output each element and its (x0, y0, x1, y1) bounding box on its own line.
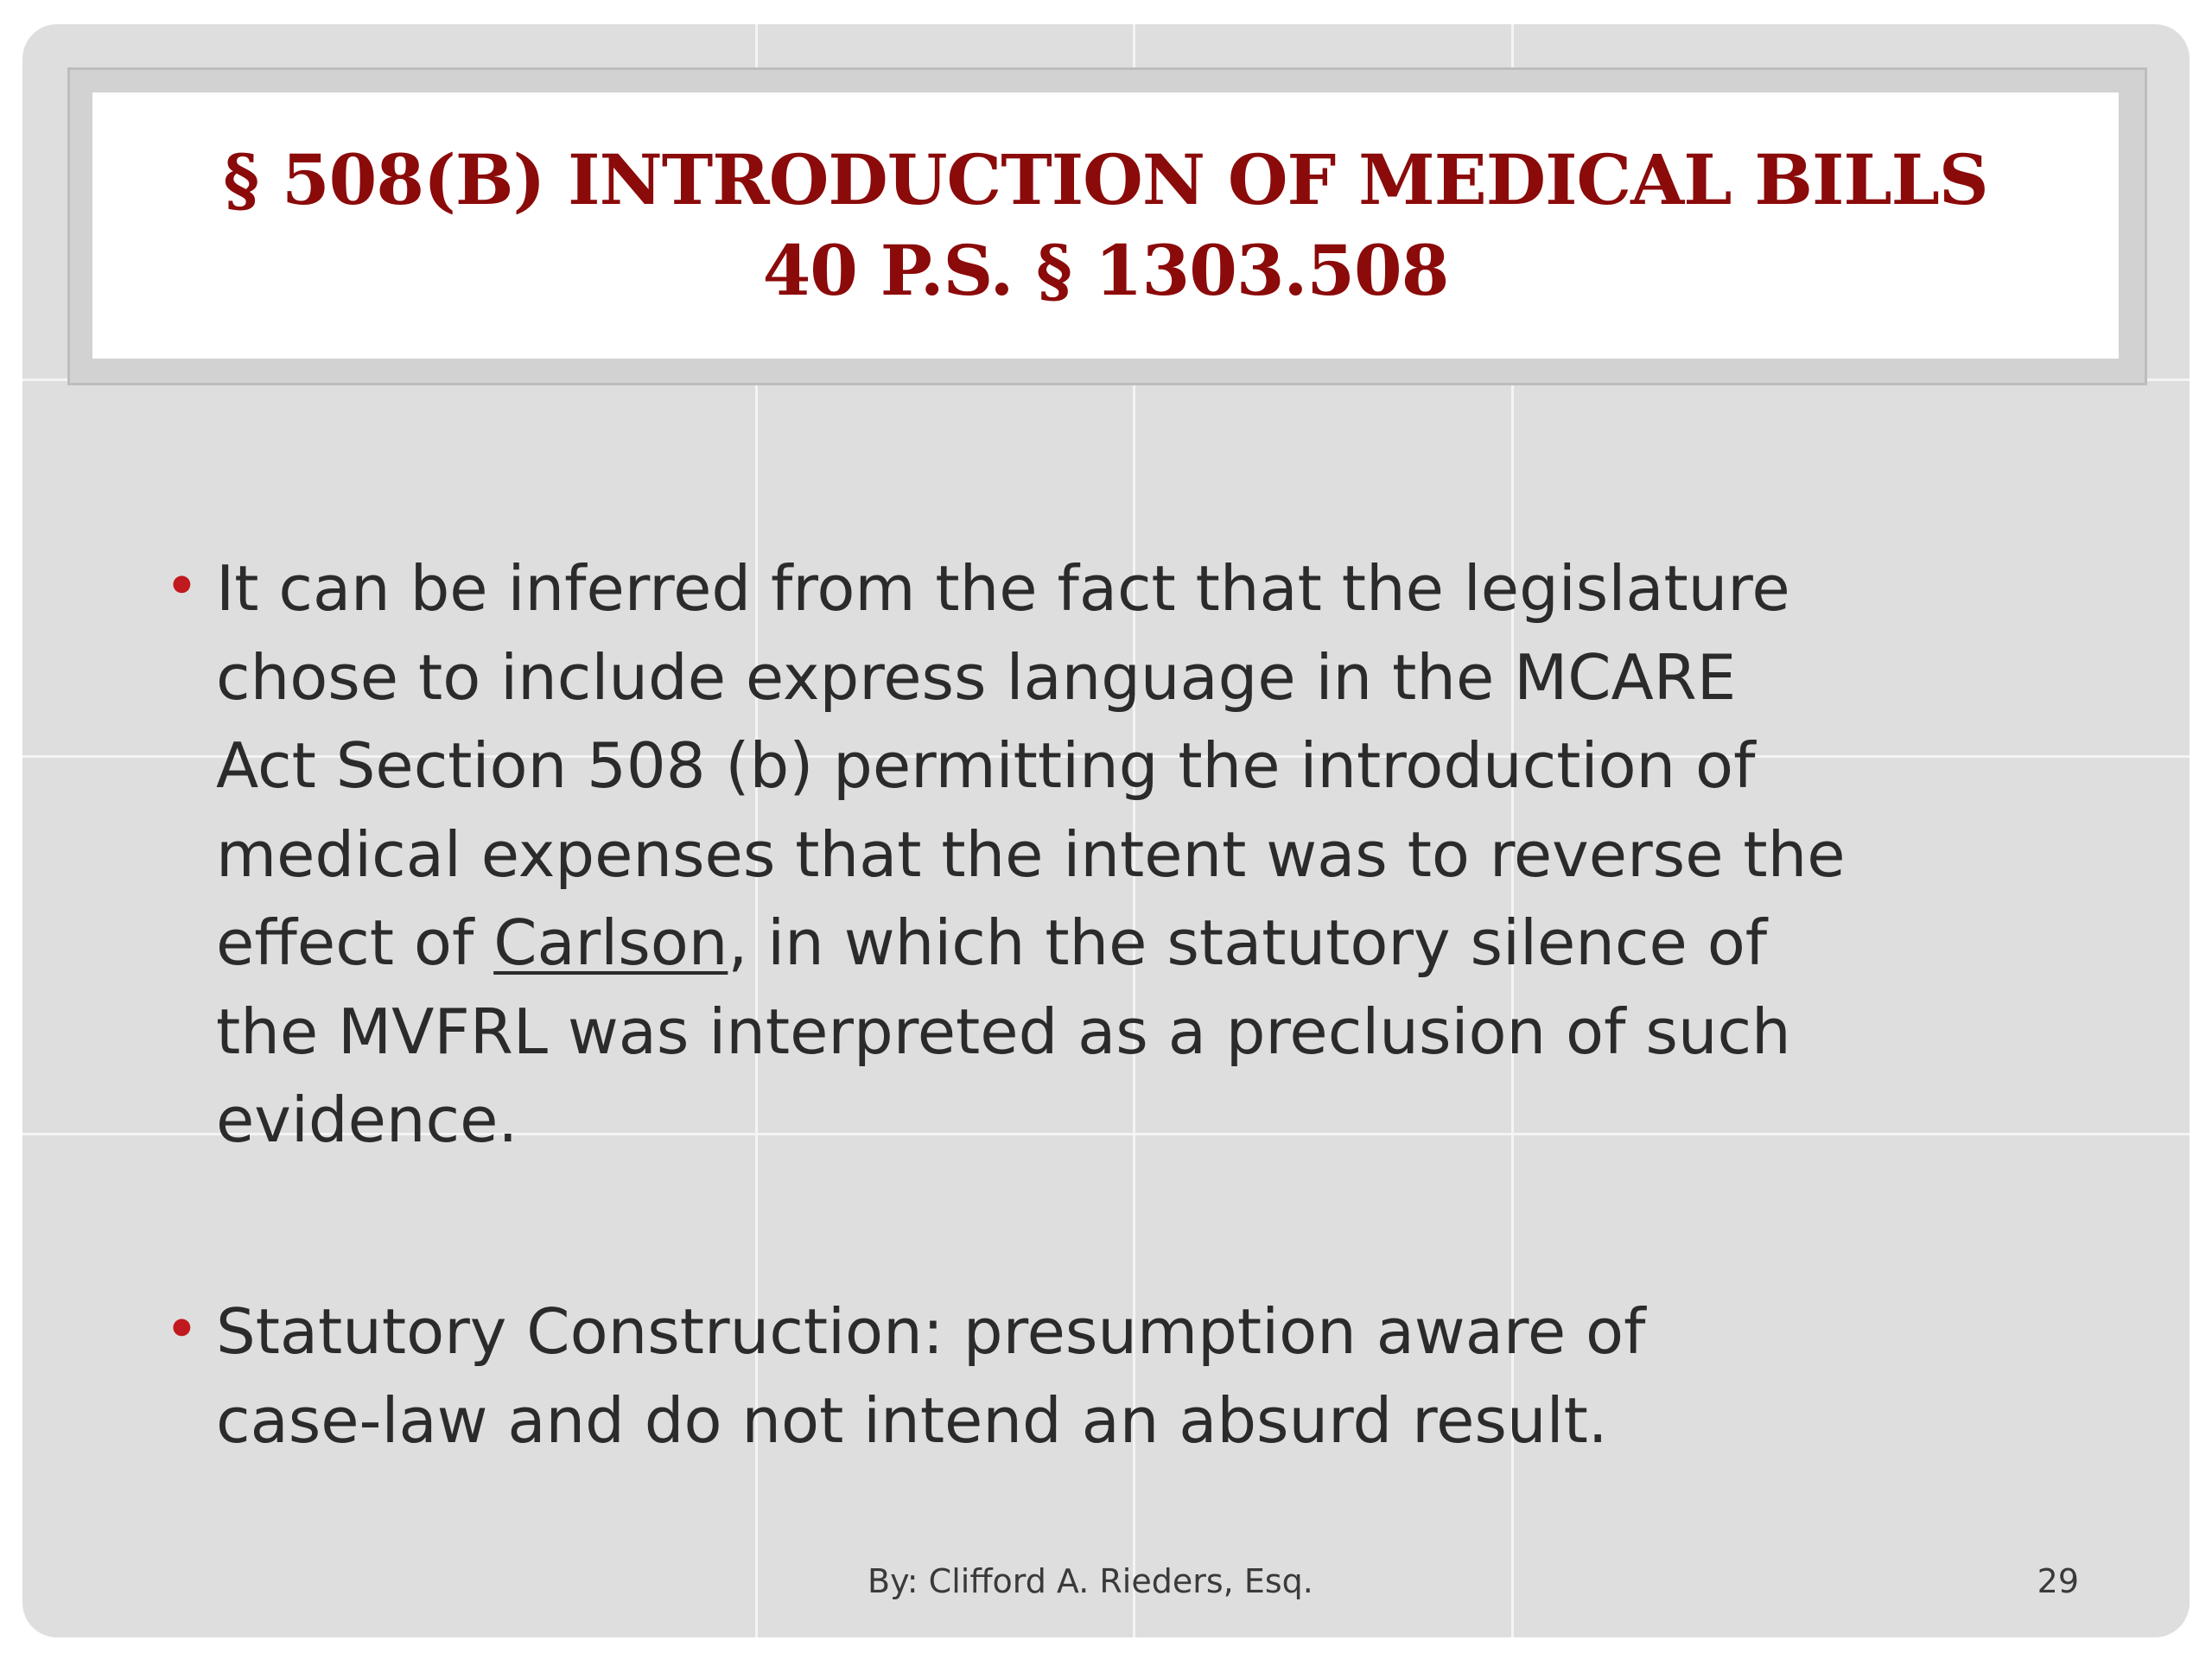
page-number: 29 (2037, 1562, 2079, 1600)
text-line: effect of Carlson, in which the statutor… (216, 899, 1846, 988)
grid-line (22, 1133, 2190, 1135)
bullet-paragraph-2: Statutory Construction: presumption awar… (216, 1287, 1645, 1465)
title-line-2: 40 P.S. § 1303.508 (762, 230, 1450, 311)
text-line: chose to include express language in the… (216, 640, 1737, 714)
case-name-carlson: Carlson (493, 906, 728, 979)
title-line-1: § 508(B) INTRODUCTION OF MEDICAL BILLS (223, 139, 1988, 220)
text-line: Statutory Construction: presumption awar… (216, 1295, 1646, 1368)
text-line: Act Section 508 (b) permitting the intro… (216, 729, 1756, 802)
text-segment: effect of (216, 906, 494, 979)
text-line: It can be inferred from the fact that th… (216, 552, 1790, 625)
title-inner: § 508(B) INTRODUCTION OF MEDICAL BILLS 4… (92, 92, 2119, 359)
text-segment: , in which the statutory silence of (728, 906, 1768, 979)
bullet-icon: ● (172, 570, 192, 596)
text-line: evidence. (216, 1084, 518, 1156)
bullet-icon: ● (172, 1313, 192, 1339)
footer-author: By: Clifford A. Rieders, Esq. (868, 1562, 1313, 1600)
text-line: case-law and do not intend an absurd res… (216, 1383, 1608, 1457)
grid-line (1133, 24, 1135, 1637)
grid-line (1511, 24, 1514, 1637)
grid-line (22, 755, 2190, 758)
text-line: medical expenses that the intent was to … (216, 817, 1846, 891)
title-box: § 508(B) INTRODUCTION OF MEDICAL BILLS 4… (67, 67, 2147, 385)
text-line: the MVFRL was interpreted as a preclusio… (216, 995, 1791, 1068)
grid-line (755, 24, 758, 1637)
bullet-paragraph-1: It can be inferred from the fact that th… (216, 544, 1846, 1165)
slide: § 508(B) INTRODUCTION OF MEDICAL BILLS 4… (22, 24, 2190, 1637)
